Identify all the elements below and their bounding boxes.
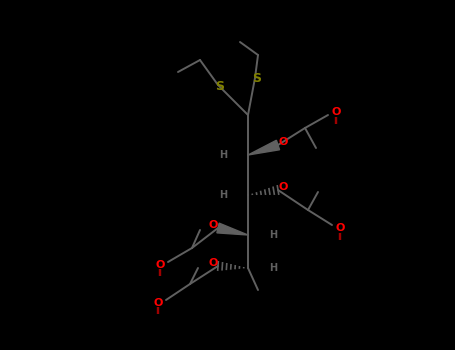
Text: O: O [335, 223, 345, 233]
Text: ||: || [334, 117, 339, 124]
Text: H: H [269, 230, 277, 240]
Text: H: H [269, 263, 277, 273]
Text: H: H [219, 150, 227, 160]
Text: O: O [331, 107, 341, 117]
Text: O: O [155, 260, 165, 270]
Text: O: O [208, 220, 217, 230]
Text: H: H [219, 190, 227, 200]
Text: O: O [208, 258, 217, 268]
Text: ||: || [157, 270, 162, 276]
Text: S: S [216, 80, 224, 93]
Polygon shape [217, 223, 248, 235]
Polygon shape [248, 140, 279, 155]
Text: ||: || [156, 308, 161, 315]
Text: ||: || [338, 232, 343, 239]
Text: O: O [278, 182, 288, 192]
Text: O: O [153, 298, 163, 308]
Text: O: O [278, 137, 288, 147]
Text: S: S [253, 72, 262, 85]
